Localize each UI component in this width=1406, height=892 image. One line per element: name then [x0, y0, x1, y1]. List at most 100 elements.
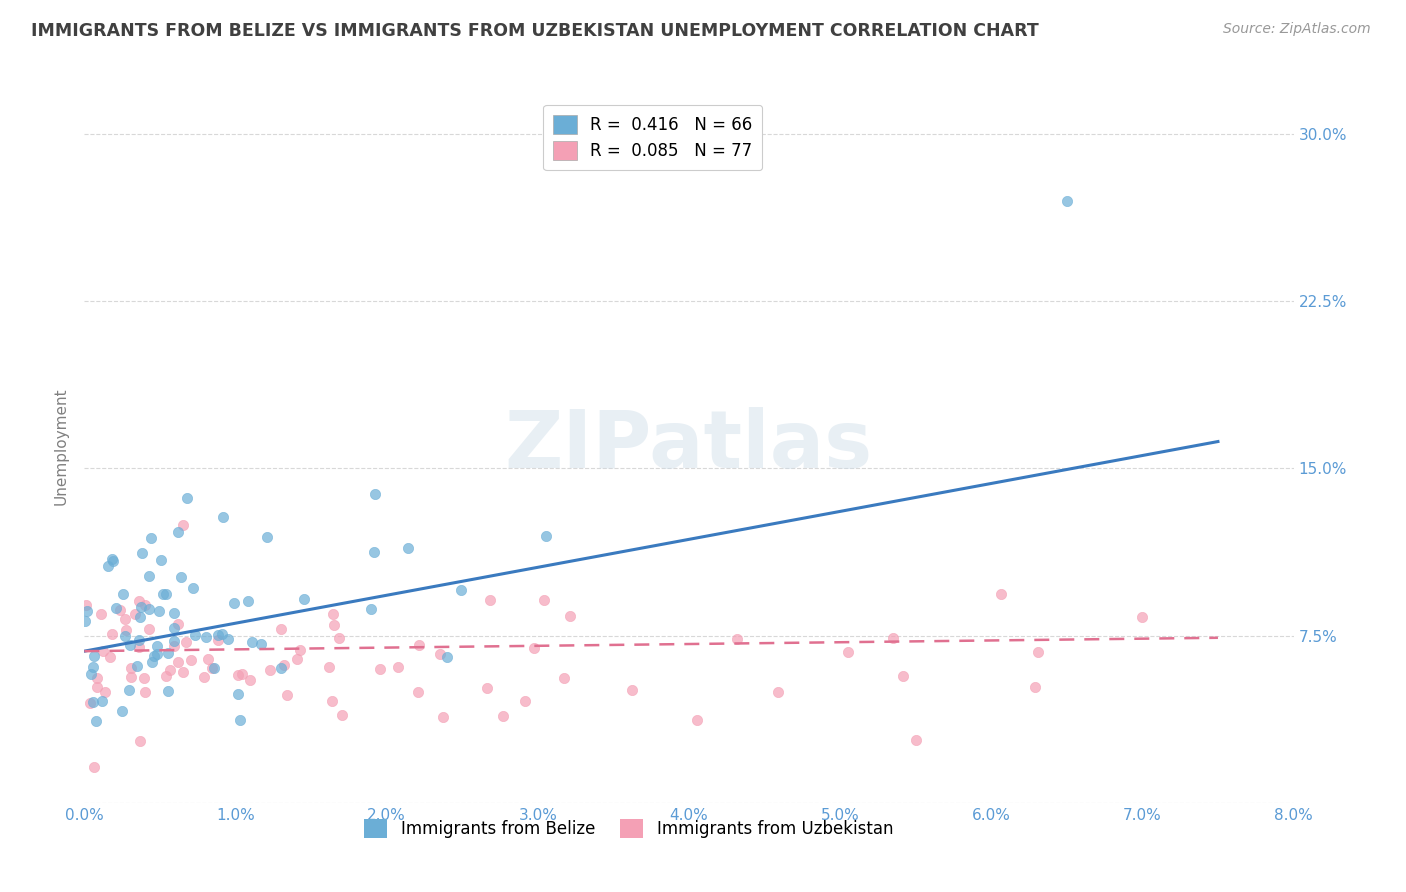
Point [111, 704, 134, 718]
Point [207, 633, 229, 648]
Point [169, 570, 191, 584]
Point [250, 637, 273, 651]
Point [368, 662, 391, 676]
Point [193, 669, 215, 683]
Point [321, 694, 343, 708]
Point [120, 661, 142, 675]
Point [125, 659, 148, 673]
Point [91, 644, 114, 658]
Point [155, 669, 177, 683]
Point [124, 607, 146, 622]
Point [152, 587, 174, 601]
Text: IMMIGRANTS FROM BELIZE VS IMMIGRANTS FROM UZBEKISTAN UNEMPLOYMENT CORRELATION CH: IMMIGRANTS FROM BELIZE VS IMMIGRANTS FRO… [31, 22, 1039, 40]
Point [882, 631, 904, 645]
Point [172, 518, 194, 533]
Point [101, 552, 124, 566]
Point [79, 696, 101, 710]
Point [436, 650, 458, 665]
Point [101, 627, 124, 641]
Point [229, 713, 252, 727]
Point [387, 660, 409, 674]
Point [86, 681, 108, 695]
Point [450, 582, 472, 597]
Point [149, 552, 172, 566]
Point [217, 632, 239, 647]
Point [114, 612, 136, 626]
Y-axis label: Unemployment: Unemployment [53, 387, 69, 505]
Point [322, 607, 344, 621]
Point [138, 601, 160, 615]
Point [155, 587, 177, 601]
Point [837, 645, 859, 659]
Point [132, 671, 155, 685]
Point [128, 640, 150, 654]
Point [141, 655, 163, 669]
Point [620, 683, 643, 698]
Point [129, 734, 152, 748]
Point [285, 652, 308, 666]
Point [134, 598, 156, 612]
Point [1026, 645, 1049, 659]
Point [129, 600, 152, 615]
Point [120, 670, 142, 684]
Point [288, 643, 311, 657]
Point [725, 632, 748, 646]
Point [211, 627, 233, 641]
Point [181, 582, 204, 596]
Point [226, 687, 249, 701]
Point [533, 592, 555, 607]
Point [207, 628, 229, 642]
Point [84, 714, 107, 728]
Point [990, 587, 1012, 601]
Point [76, 604, 98, 618]
Point [360, 602, 382, 616]
Point [80, 667, 103, 681]
Point [128, 593, 150, 607]
Point [143, 648, 166, 663]
Point [129, 610, 152, 624]
Point [212, 510, 235, 524]
Point [323, 617, 346, 632]
Point [396, 541, 419, 555]
Point [202, 661, 225, 675]
Point [330, 707, 353, 722]
Point [276, 689, 298, 703]
Point [292, 591, 315, 606]
Point [114, 623, 136, 637]
Point [105, 601, 128, 615]
Point [82, 660, 104, 674]
Point [328, 631, 350, 645]
Point [256, 530, 278, 544]
Point [167, 616, 190, 631]
Point [131, 546, 153, 560]
Point [201, 661, 224, 675]
Point [112, 587, 135, 601]
Point [163, 640, 186, 654]
Point [239, 673, 262, 688]
Point [90, 694, 112, 708]
Point [103, 553, 125, 567]
Point [108, 603, 131, 617]
Point [363, 545, 385, 559]
Point [515, 694, 537, 708]
Point [94, 685, 117, 699]
Point [226, 668, 249, 682]
Point [432, 710, 454, 724]
Point [114, 630, 136, 644]
Text: Source: ZipAtlas.com: Source: ZipAtlas.com [1223, 22, 1371, 37]
Point [82, 695, 104, 709]
Point [90, 607, 112, 621]
Point [176, 491, 198, 505]
Point [167, 524, 190, 539]
Point [364, 487, 387, 501]
Point [236, 594, 259, 608]
Point [157, 683, 180, 698]
Point [148, 605, 170, 619]
Point [686, 713, 709, 727]
Point [138, 569, 160, 583]
Point [139, 531, 162, 545]
Point [83, 760, 105, 774]
Point [146, 639, 169, 653]
Point [195, 631, 218, 645]
Point [197, 652, 219, 666]
